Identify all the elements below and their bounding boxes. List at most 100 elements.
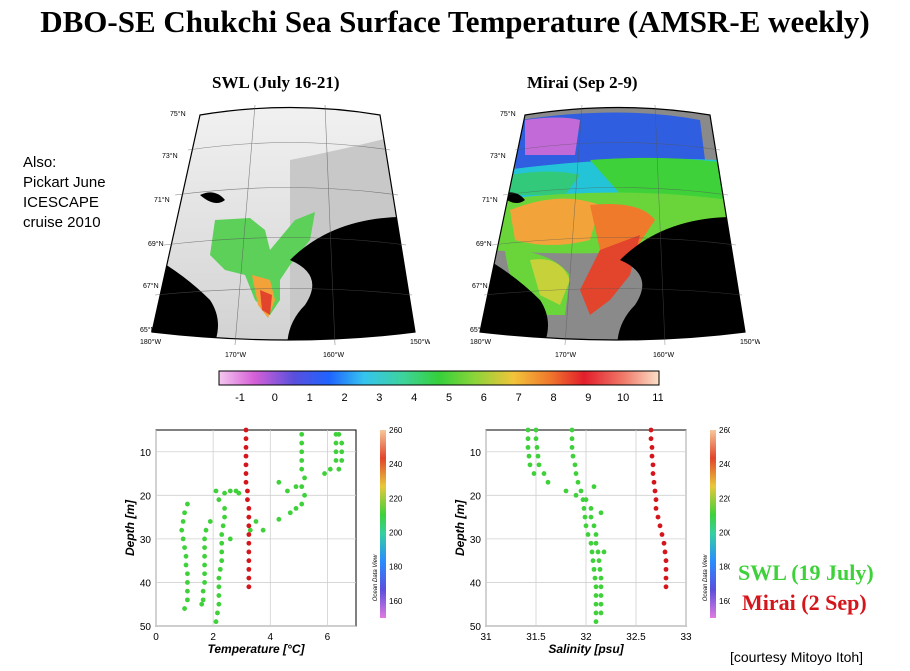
data-point-mirai: [243, 462, 249, 468]
lat-label: 65°N: [140, 326, 156, 334]
lon-label: 180°W: [140, 338, 161, 346]
data-point-swl: [534, 445, 540, 450]
data-point-swl: [339, 440, 345, 446]
data-point-swl: [260, 527, 266, 533]
colorbar-tick-label: 3: [376, 392, 382, 404]
x-tick-label: 0: [153, 632, 159, 643]
colorbar-tick-label: 2: [341, 392, 347, 404]
y-tick-label: 40: [470, 578, 482, 589]
data-point-mirai: [657, 523, 663, 529]
data-point-swl: [213, 619, 219, 625]
data-point-swl: [578, 488, 584, 494]
x-tick-label: 32: [580, 632, 592, 643]
data-point-swl: [583, 523, 589, 529]
data-point-swl: [302, 475, 307, 481]
map-title-mirai: Mirai (Sep 2-9): [527, 73, 638, 92]
data-point-swl: [525, 436, 531, 442]
data-point-swl: [302, 492, 307, 498]
data-point-swl: [185, 597, 190, 603]
data-point-swl: [598, 510, 604, 516]
data-point-swl: [575, 479, 581, 485]
data-point-swl: [591, 484, 597, 490]
data-point-swl: [570, 453, 576, 459]
data-point-mirai: [246, 549, 252, 555]
data-point-swl: [591, 523, 597, 529]
data-point-swl: [179, 527, 185, 533]
y-tick-label: 10: [470, 448, 482, 459]
colorbar-tick-label: 240: [389, 460, 403, 469]
colorbar-tick-label: 200: [719, 529, 730, 538]
x-axis-label: Temperature [°C]: [207, 642, 305, 656]
colorbar-tick-label: 11: [652, 392, 663, 404]
data-point-swl: [593, 593, 599, 598]
legend-swl: SWL (19 July): [738, 560, 874, 585]
depth-colorbar: [380, 430, 386, 618]
x-tick-label: 2: [210, 632, 216, 643]
data-point-swl: [339, 449, 345, 455]
data-point-swl: [569, 427, 575, 433]
data-point-mirai: [650, 471, 656, 476]
also-note-line: ICESCAPE: [23, 194, 99, 211]
data-point-mirai: [653, 497, 659, 503]
lon-label: 170°W: [225, 351, 246, 359]
data-point-swl: [593, 532, 599, 537]
data-point-swl: [598, 575, 604, 581]
data-point-swl: [585, 532, 591, 537]
data-point-swl: [336, 431, 342, 437]
data-point-mirai: [659, 532, 665, 537]
data-point-swl: [202, 536, 207, 542]
lat-label: 69°N: [148, 240, 164, 248]
data-point-mirai: [663, 575, 669, 581]
colorbar-tick-label: 220: [719, 494, 730, 503]
data-point-swl: [598, 584, 604, 590]
data-point-swl: [592, 575, 598, 581]
plot-area: [155, 429, 357, 627]
data-point-swl: [180, 536, 186, 542]
data-point-swl: [593, 584, 599, 590]
data-point-swl: [183, 562, 189, 568]
also-note-line: cruise 2010: [23, 214, 101, 231]
colorbar-tick-label: 7: [516, 392, 522, 404]
data-point-swl: [591, 566, 597, 572]
data-point-swl: [216, 497, 222, 503]
lat-label: 67°N: [143, 282, 159, 290]
data-point-swl: [598, 610, 604, 616]
sst-colorbar: -1 0 1 2 3 4 5 6 7 8 9 10 11: [218, 370, 664, 409]
data-point-swl: [525, 427, 531, 433]
data-point-swl: [219, 540, 225, 546]
data-point-mirai: [652, 488, 658, 494]
data-point-swl: [200, 588, 206, 594]
lon-label: 170°W: [555, 351, 576, 359]
colorbar-tick-label: 1: [307, 392, 313, 404]
data-point-mirai: [246, 523, 252, 529]
colorbar-tick-label: 4: [411, 392, 417, 404]
data-point-swl: [598, 601, 604, 607]
data-point-swl: [531, 471, 537, 476]
data-point-mirai: [651, 479, 657, 485]
colorbar-tick-label: 5: [446, 392, 452, 404]
data-point-swl: [573, 471, 579, 476]
data-point-swl: [595, 549, 601, 555]
data-point-mirai: [246, 506, 252, 511]
data-point-swl: [327, 466, 333, 472]
sst-map-mirai: 75°N 73°N 71°N 69°N 67°N 65°N 180°W 170°…: [470, 100, 761, 373]
data-point-swl: [182, 606, 187, 611]
data-point-mirai: [243, 479, 249, 485]
data-point-mirai: [246, 532, 252, 537]
data-point-swl: [222, 514, 227, 520]
data-point-swl: [593, 601, 599, 607]
data-point-mirai: [243, 471, 249, 476]
lon-label: 180°W: [470, 338, 491, 346]
colorbar-tick-label: 260: [389, 426, 403, 435]
data-point-swl: [569, 445, 575, 450]
lat-label: 73°N: [490, 152, 506, 160]
data-point-swl: [299, 440, 305, 446]
data-point-swl: [182, 545, 187, 550]
data-point-swl: [285, 488, 290, 494]
data-point-swl: [601, 549, 607, 555]
data-point-swl: [525, 445, 531, 450]
lon-label: 160°W: [323, 351, 344, 359]
colorbar-tick-label: 180: [389, 563, 403, 572]
data-point-swl: [588, 506, 594, 511]
x-axis-label: Salinity [psu]: [548, 642, 624, 656]
